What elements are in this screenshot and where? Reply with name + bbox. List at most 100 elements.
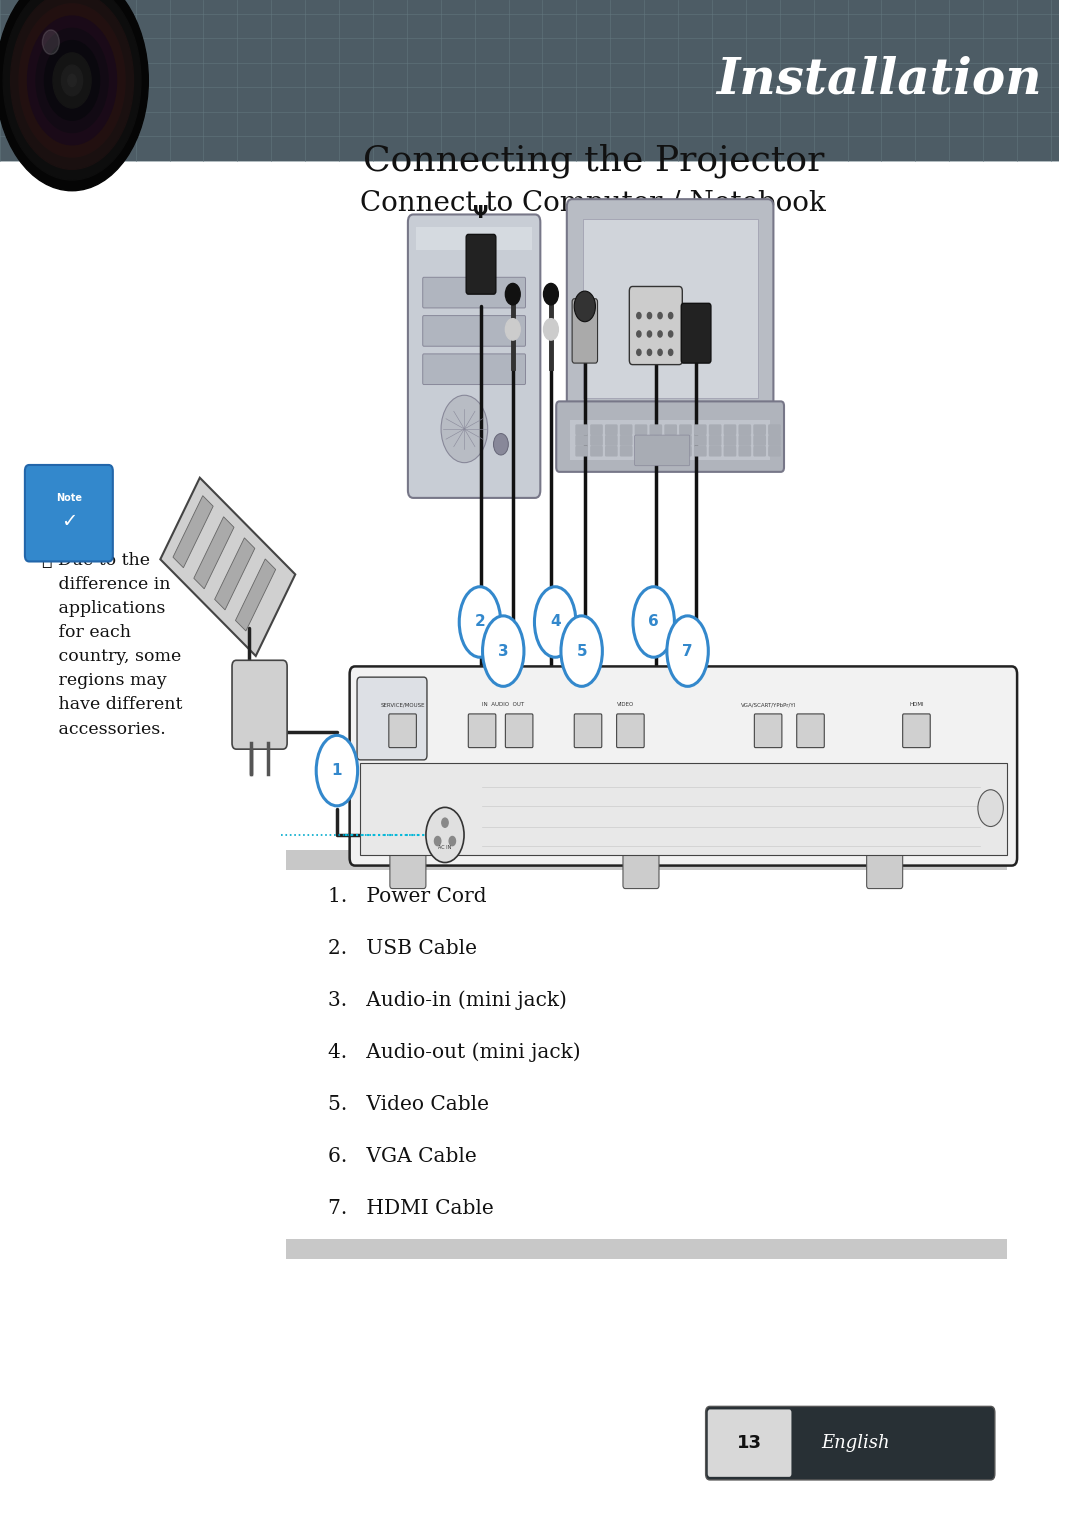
Polygon shape [173,496,213,568]
Circle shape [449,836,456,846]
Circle shape [637,349,642,355]
Circle shape [0,0,148,192]
Circle shape [658,313,662,319]
Circle shape [637,313,642,319]
FancyBboxPatch shape [753,424,766,435]
FancyBboxPatch shape [694,435,706,446]
FancyBboxPatch shape [664,435,677,446]
Circle shape [434,836,441,846]
FancyBboxPatch shape [707,1409,792,1477]
FancyBboxPatch shape [739,424,752,435]
FancyBboxPatch shape [605,424,618,435]
FancyBboxPatch shape [620,446,633,457]
Text: 7.   HDMI Cable: 7. HDMI Cable [328,1200,495,1218]
FancyBboxPatch shape [797,714,824,748]
FancyBboxPatch shape [286,1239,1007,1259]
Polygon shape [160,478,295,656]
Text: IN  AUDIO  OUT: IN AUDIO OUT [482,702,524,708]
Circle shape [575,291,595,322]
FancyBboxPatch shape [590,424,603,435]
Circle shape [11,0,134,170]
Circle shape [505,319,521,340]
Text: 7: 7 [683,643,693,659]
FancyBboxPatch shape [232,660,287,749]
FancyBboxPatch shape [422,316,526,346]
FancyBboxPatch shape [708,446,721,457]
FancyBboxPatch shape [694,424,706,435]
FancyBboxPatch shape [708,424,721,435]
Text: ❖ Due to the
   difference in
   applications
   for each
   country, some
   re: ❖ Due to the difference in applications … [42,552,183,737]
Circle shape [669,313,673,319]
FancyBboxPatch shape [739,435,752,446]
FancyBboxPatch shape [575,714,602,748]
FancyBboxPatch shape [467,234,496,294]
Polygon shape [215,538,255,610]
FancyBboxPatch shape [649,424,662,435]
Ellipse shape [316,735,357,806]
Circle shape [36,29,108,133]
Circle shape [68,75,77,87]
Circle shape [647,349,651,355]
Ellipse shape [459,587,501,657]
Ellipse shape [535,587,576,657]
Text: Ψ: Ψ [473,204,488,222]
FancyBboxPatch shape [664,424,677,435]
FancyBboxPatch shape [408,214,540,498]
FancyBboxPatch shape [635,435,690,466]
Circle shape [494,434,509,455]
Text: VIDEO: VIDEO [617,702,634,708]
FancyBboxPatch shape [357,677,427,760]
Text: 3.   Audio-in (mini jack): 3. Audio-in (mini jack) [328,991,567,1010]
Text: Note: Note [56,493,82,502]
Circle shape [669,349,673,355]
FancyBboxPatch shape [768,435,781,446]
FancyBboxPatch shape [694,446,706,457]
FancyBboxPatch shape [605,435,618,446]
FancyBboxPatch shape [617,714,644,748]
FancyBboxPatch shape [576,435,588,446]
FancyBboxPatch shape [724,446,737,457]
FancyBboxPatch shape [576,424,588,435]
FancyBboxPatch shape [576,446,588,457]
FancyBboxPatch shape [505,714,532,748]
FancyBboxPatch shape [286,850,1007,870]
FancyBboxPatch shape [635,424,647,435]
FancyBboxPatch shape [570,420,770,460]
Text: 6.   VGA Cable: 6. VGA Cable [328,1147,477,1166]
FancyBboxPatch shape [630,286,683,365]
FancyBboxPatch shape [679,435,692,446]
FancyBboxPatch shape [620,435,633,446]
FancyBboxPatch shape [422,354,526,385]
Ellipse shape [483,616,524,686]
FancyBboxPatch shape [572,299,597,363]
Circle shape [44,41,99,121]
FancyBboxPatch shape [705,1406,995,1480]
FancyBboxPatch shape [681,303,711,363]
FancyBboxPatch shape [664,446,677,457]
FancyBboxPatch shape [389,714,417,748]
FancyBboxPatch shape [0,0,1059,161]
Circle shape [19,5,125,158]
Text: Connecting the Projector: Connecting the Projector [363,144,824,178]
FancyBboxPatch shape [567,199,773,421]
Polygon shape [235,559,275,631]
Circle shape [647,331,651,337]
Circle shape [543,319,558,340]
Circle shape [658,349,662,355]
FancyBboxPatch shape [768,446,781,457]
Ellipse shape [561,616,603,686]
FancyBboxPatch shape [739,446,752,457]
FancyBboxPatch shape [635,435,647,446]
Circle shape [647,313,651,319]
Text: 1.   Power Cord: 1. Power Cord [328,887,487,905]
Circle shape [426,807,464,863]
FancyBboxPatch shape [417,227,531,250]
Text: 6: 6 [648,614,659,630]
FancyBboxPatch shape [679,424,692,435]
FancyBboxPatch shape [583,219,757,398]
FancyBboxPatch shape [390,852,426,889]
Text: ✓: ✓ [60,512,77,532]
Text: 4.   Audio-out (mini jack): 4. Audio-out (mini jack) [328,1043,581,1062]
Circle shape [441,395,488,463]
FancyBboxPatch shape [649,446,662,457]
